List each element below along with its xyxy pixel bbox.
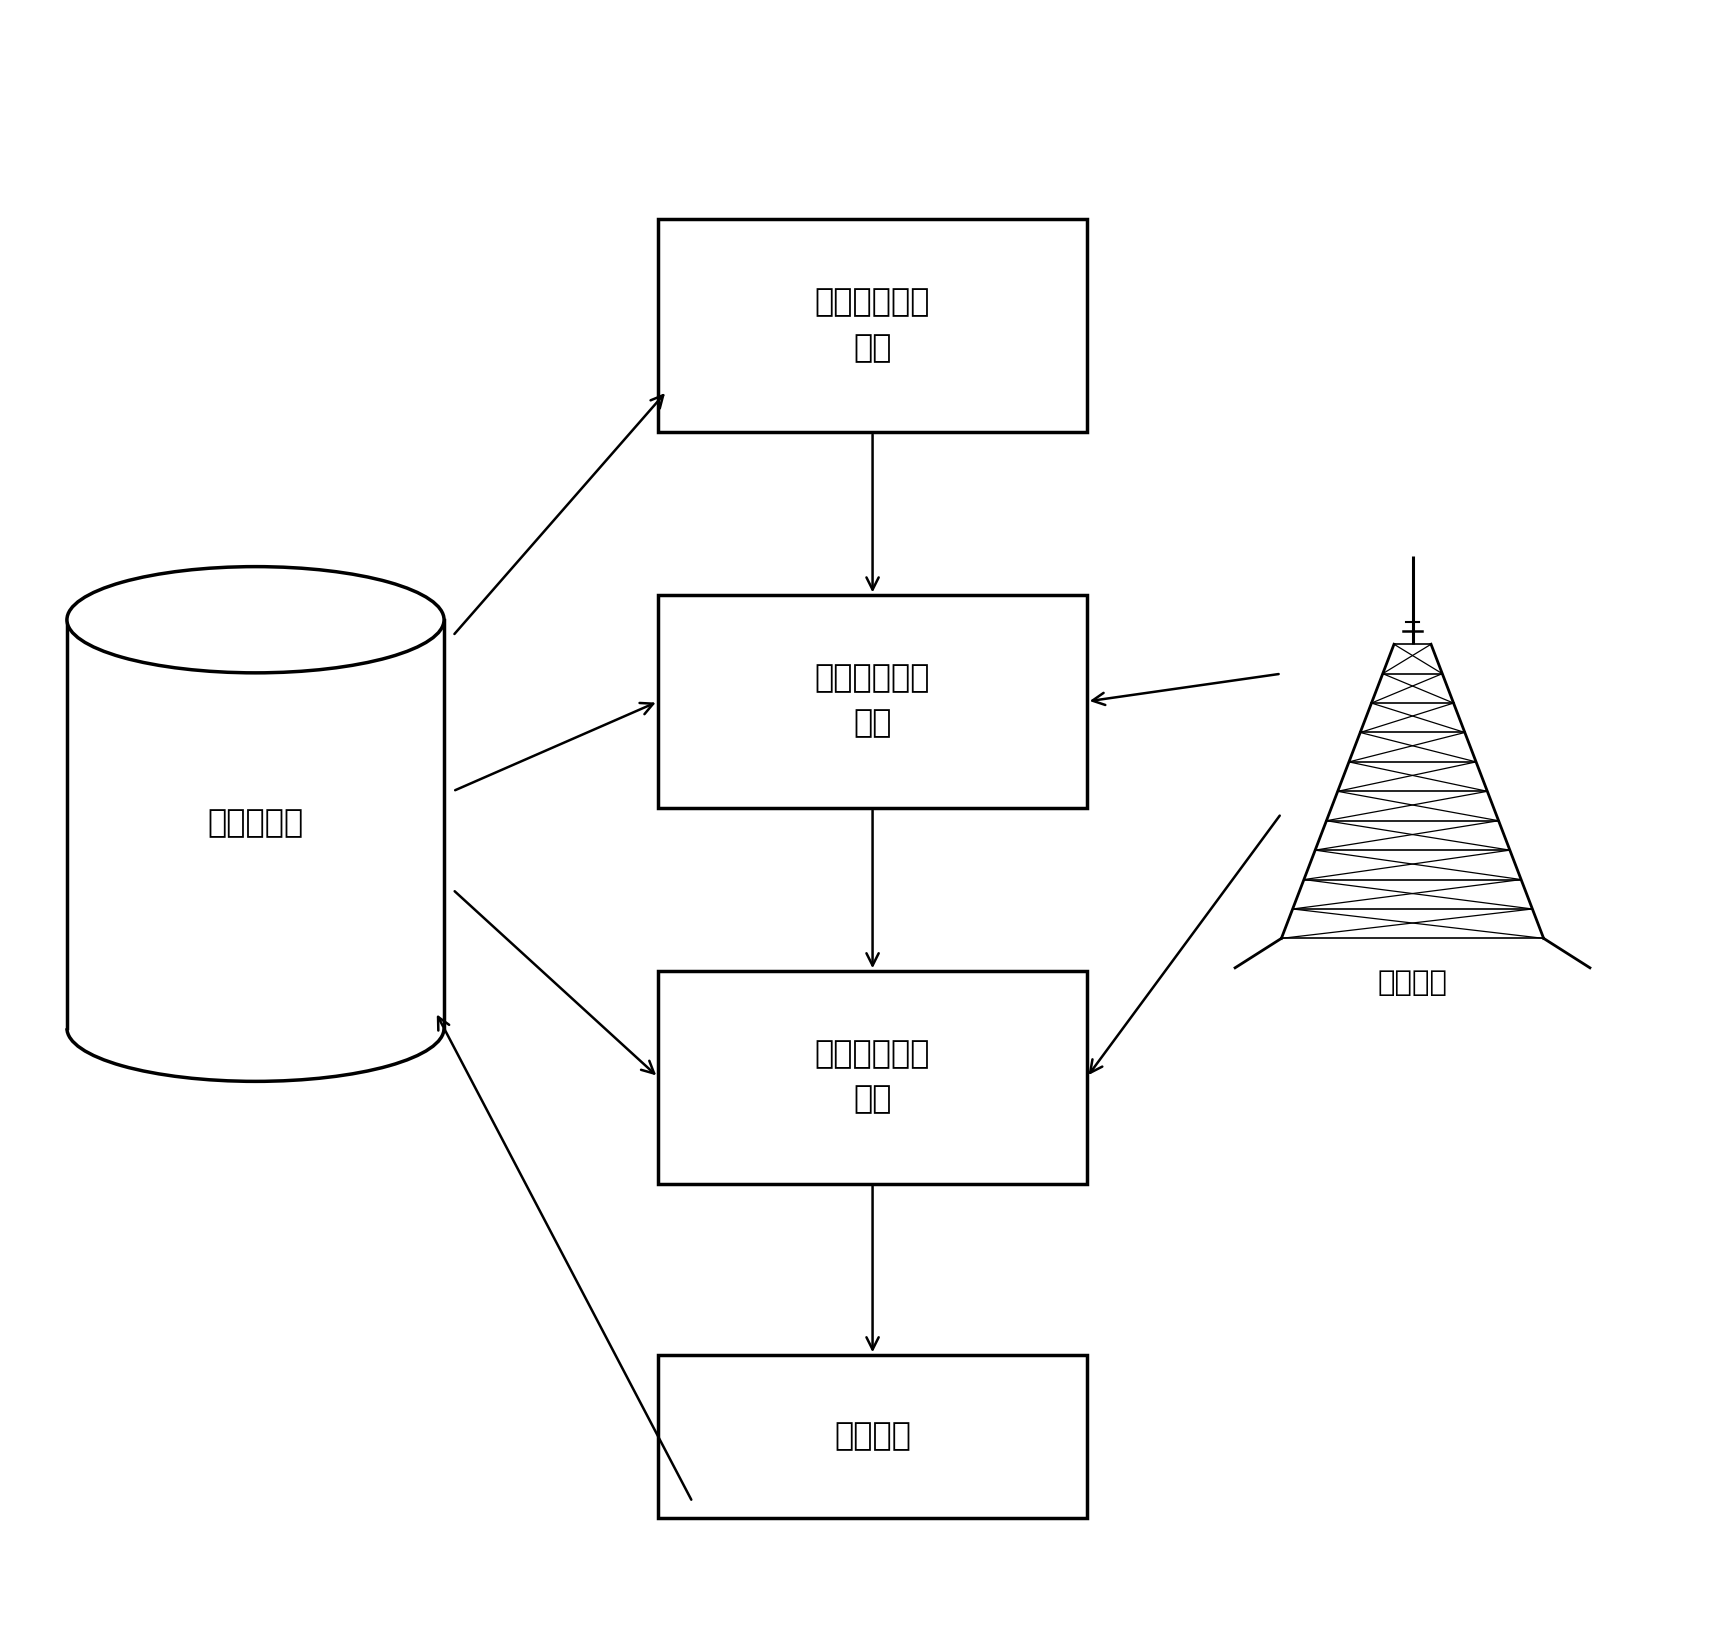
Text: 网络数据库: 网络数据库 bbox=[207, 809, 304, 839]
Text: 发射功率设置
设备: 发射功率设置 设备 bbox=[816, 1040, 930, 1116]
Polygon shape bbox=[67, 620, 444, 1028]
Text: 新建基站: 新建基站 bbox=[1377, 969, 1448, 997]
Text: 上报设备: 上报设备 bbox=[835, 1421, 911, 1452]
FancyBboxPatch shape bbox=[658, 219, 1087, 432]
Text: 路径损耗计算
设备: 路径损耗计算 设备 bbox=[816, 662, 930, 740]
FancyBboxPatch shape bbox=[658, 595, 1087, 808]
FancyBboxPatch shape bbox=[658, 1355, 1087, 1518]
Text: 覆盖范围预估
设备: 覆盖范围预估 设备 bbox=[816, 287, 930, 364]
Ellipse shape bbox=[67, 567, 444, 672]
FancyBboxPatch shape bbox=[658, 971, 1087, 1183]
